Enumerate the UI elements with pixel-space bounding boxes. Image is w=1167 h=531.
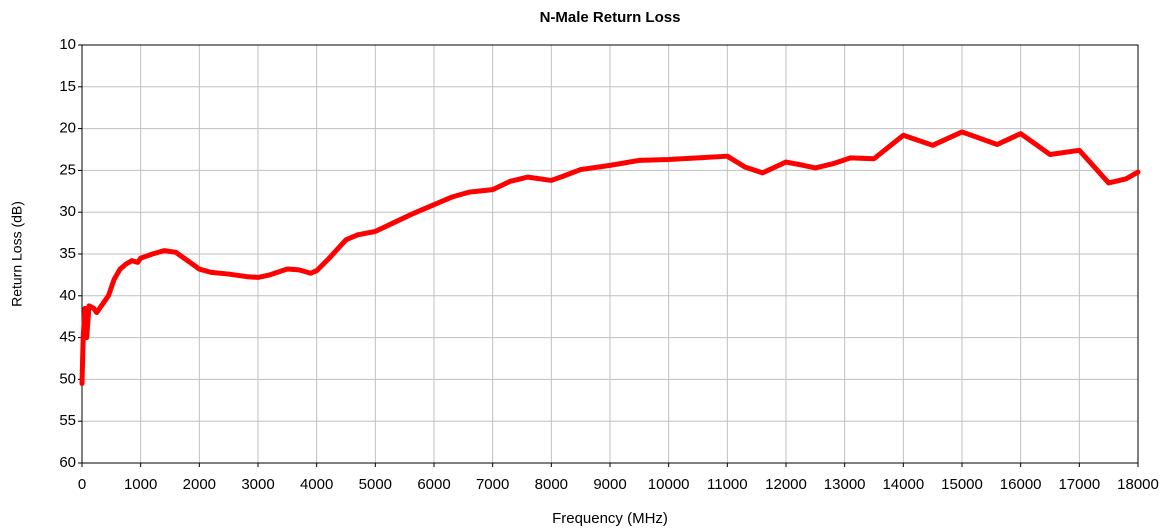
- x-tick-label: 10000: [648, 476, 690, 493]
- x-tick-label: 14000: [882, 476, 924, 493]
- x-tick-label: 5000: [359, 476, 392, 493]
- chart-title: N-Male Return Loss: [540, 9, 681, 26]
- x-tick-label: 7000: [476, 476, 509, 493]
- y-tick-label: 10: [59, 36, 76, 53]
- y-tick-label: 15: [59, 78, 76, 95]
- x-tick-label: 4000: [300, 476, 333, 493]
- plot-border: [81, 44, 1139, 464]
- x-tick-label: 9000: [593, 476, 626, 493]
- x-tick-label: 13000: [824, 476, 866, 493]
- line-series: [79, 129, 1141, 387]
- x-tick-label: 1000: [124, 476, 157, 493]
- x-tick-label: 15000: [941, 476, 983, 493]
- x-tick-label: 0: [78, 476, 86, 493]
- x-tick-label: 3000: [241, 476, 274, 493]
- x-tick-label: 2000: [183, 476, 216, 493]
- y-tick-label: 30: [59, 203, 76, 220]
- y-tick-label: 40: [59, 287, 76, 304]
- y-tick-label: 55: [59, 412, 76, 429]
- y-tick-label: 20: [59, 120, 76, 137]
- x-tick-label: 18000: [1117, 476, 1159, 493]
- y-axis-label: Return Loss (dB): [9, 201, 25, 307]
- x-tick-label: 12000: [765, 476, 807, 493]
- x-tick-label: 16000: [1000, 476, 1042, 493]
- y-tick-label: 45: [59, 329, 76, 346]
- y-tick-label: 60: [59, 454, 76, 471]
- y-tick-label: 25: [59, 161, 76, 178]
- x-axis-label: Frequency (MHz): [552, 510, 668, 527]
- y-tick-label: 35: [59, 245, 76, 262]
- y-tick-label: 50: [59, 370, 76, 387]
- x-tick-label: 6000: [417, 476, 450, 493]
- x-tick-label: 8000: [535, 476, 568, 493]
- x-tick-label: 17000: [1058, 476, 1100, 493]
- x-tick-label: 11000: [707, 476, 748, 493]
